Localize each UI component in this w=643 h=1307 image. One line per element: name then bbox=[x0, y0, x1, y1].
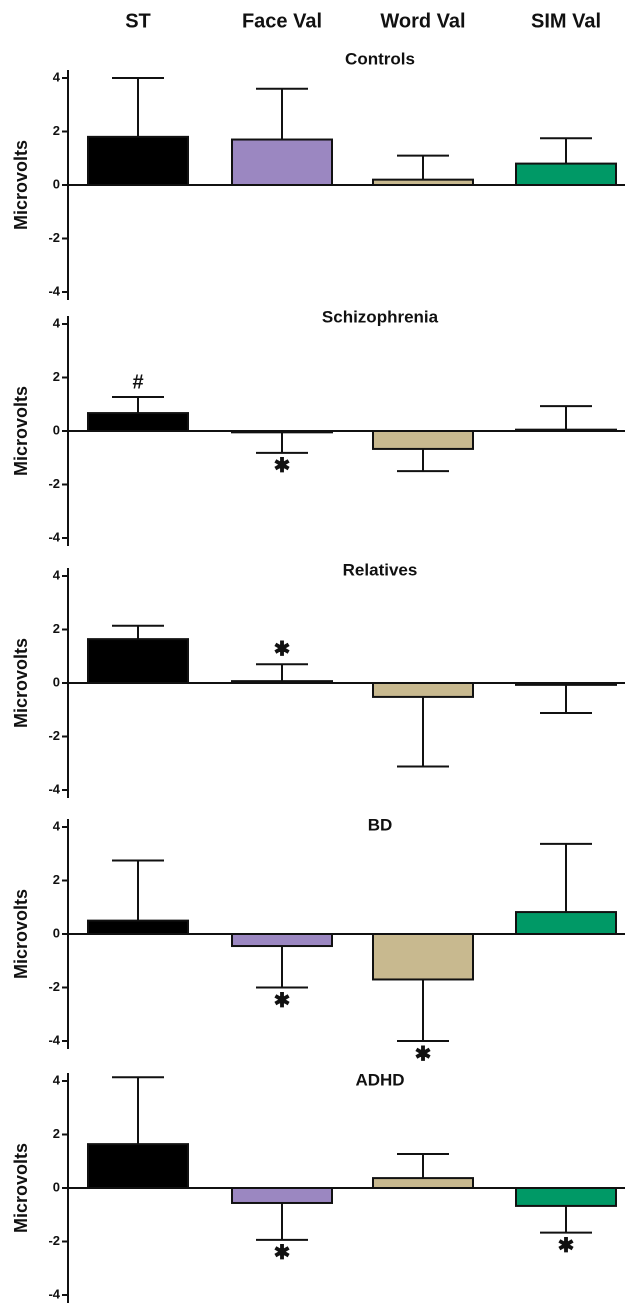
y-tick-label: 4 bbox=[53, 567, 61, 582]
panel-title: Controls bbox=[345, 49, 415, 68]
y-tick-label: -2 bbox=[48, 1233, 60, 1248]
y-tick-label: 2 bbox=[53, 1126, 60, 1141]
y-axis-label: Microvolts bbox=[11, 1143, 31, 1233]
significance-marker: ✱ bbox=[558, 1235, 575, 1257]
significance-marker: ✱ bbox=[274, 639, 291, 661]
column-header: Face Val bbox=[242, 10, 322, 32]
y-tick-label: -2 bbox=[48, 728, 60, 743]
y-tick-label: 0 bbox=[53, 422, 60, 437]
y-tick-label: 2 bbox=[53, 621, 60, 636]
y-axis-label: Microvolts bbox=[11, 140, 31, 230]
y-tick-label: -2 bbox=[48, 979, 60, 994]
bar bbox=[372, 682, 474, 698]
panel-title: ADHD bbox=[355, 1070, 404, 1089]
y-tick-label: 0 bbox=[53, 674, 60, 689]
bar bbox=[515, 911, 617, 936]
panel-title: Schizophrenia bbox=[322, 307, 439, 326]
y-tick-label: 0 bbox=[53, 176, 60, 191]
column-header: ST bbox=[125, 10, 151, 32]
y-axis-label: Microvolts bbox=[11, 386, 31, 476]
bar bbox=[87, 638, 189, 685]
bar bbox=[87, 919, 189, 935]
y-tick-label: 4 bbox=[53, 315, 61, 330]
y-tick-label: -4 bbox=[48, 1286, 60, 1301]
bar bbox=[372, 933, 474, 981]
bar bbox=[515, 1187, 617, 1207]
y-tick-label: 2 bbox=[53, 872, 60, 887]
significance-marker: ✱ bbox=[274, 1242, 291, 1264]
y-tick-label: -2 bbox=[48, 476, 60, 491]
bar bbox=[87, 1143, 189, 1190]
significance-marker: # bbox=[132, 371, 143, 393]
y-tick-label: 4 bbox=[53, 818, 61, 833]
y-tick-label: -4 bbox=[48, 1032, 60, 1047]
y-tick-label: 0 bbox=[53, 925, 60, 940]
bar bbox=[231, 1187, 333, 1204]
y-tick-label: 0 bbox=[53, 1179, 60, 1194]
y-axis-label: Microvolts bbox=[11, 638, 31, 728]
column-header: Word Val bbox=[380, 10, 465, 32]
bar bbox=[87, 135, 189, 187]
bar bbox=[372, 1177, 474, 1190]
significance-marker: ✱ bbox=[415, 1043, 432, 1065]
y-tick-label: -4 bbox=[48, 283, 60, 298]
bar bbox=[231, 933, 333, 948]
panel-title: BD bbox=[368, 815, 393, 834]
y-axis-label: Microvolts bbox=[11, 889, 31, 979]
bar bbox=[515, 162, 617, 187]
y-tick-label: 4 bbox=[53, 69, 61, 84]
bar bbox=[231, 138, 333, 186]
y-tick-label: 2 bbox=[53, 123, 60, 138]
y-tick-label: 2 bbox=[53, 369, 60, 384]
bar bbox=[87, 412, 189, 433]
column-header: SIM Val bbox=[531, 10, 601, 32]
significance-marker: ✱ bbox=[274, 455, 291, 477]
y-tick-label: 4 bbox=[53, 1072, 61, 1087]
y-tick-label: -4 bbox=[48, 529, 60, 544]
y-tick-label: -2 bbox=[48, 230, 60, 245]
significance-marker: ✱ bbox=[274, 990, 291, 1012]
bar bbox=[372, 430, 474, 450]
panel-title: Relatives bbox=[343, 560, 418, 579]
y-tick-label: -4 bbox=[48, 781, 60, 796]
